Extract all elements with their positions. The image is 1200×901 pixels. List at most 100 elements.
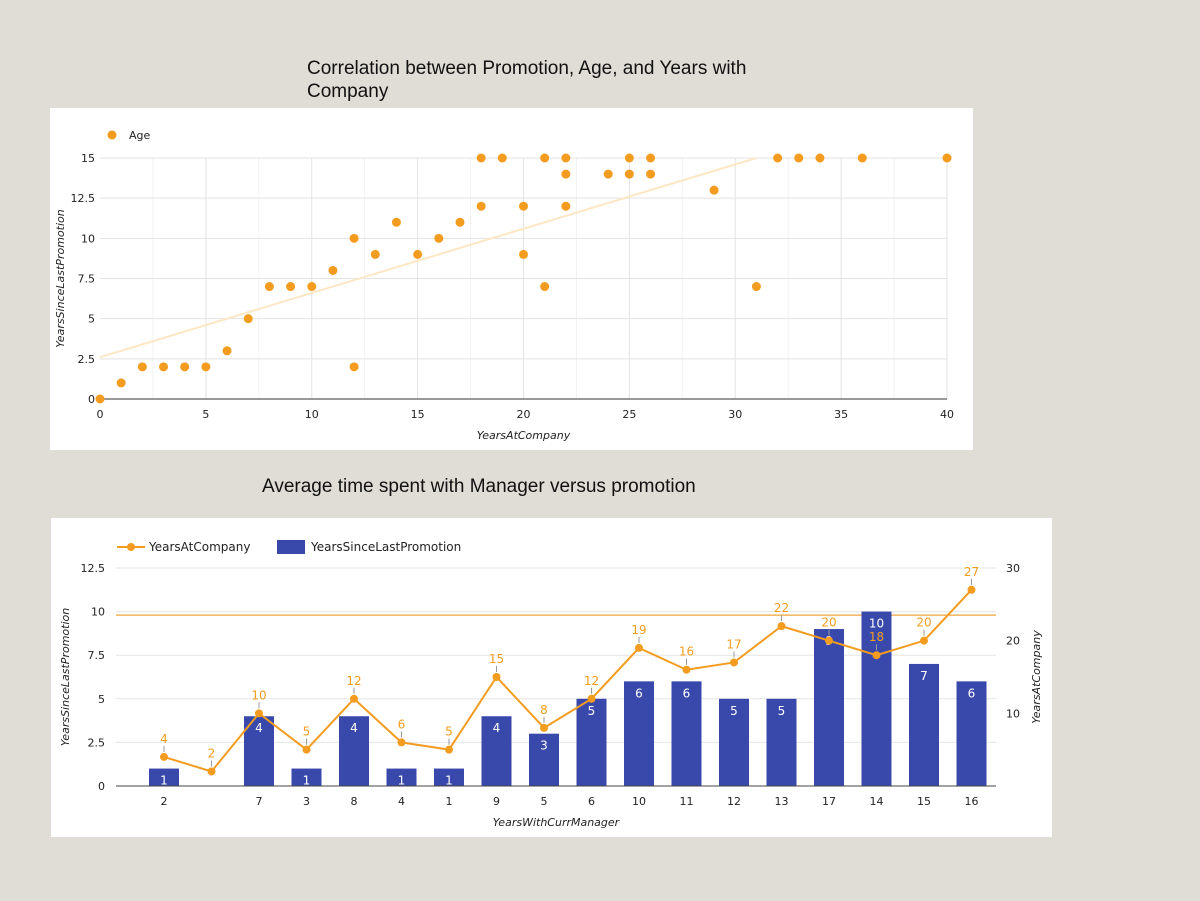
y2-tick-label: 20 xyxy=(1006,635,1020,648)
x-tick-label: 6 xyxy=(588,795,595,808)
x-tick-label: 4 xyxy=(398,795,405,808)
bar xyxy=(529,733,559,786)
x-tick-label: 1 xyxy=(446,795,453,808)
bar xyxy=(909,663,939,786)
x-tick-label: 13 xyxy=(775,795,789,808)
y2-tick-label: 10 xyxy=(1006,707,1020,720)
scatter-point xyxy=(942,153,952,163)
x-tick-label: 17 xyxy=(822,795,836,808)
line-point xyxy=(967,585,976,594)
x-tick-label: 12 xyxy=(727,795,741,808)
bar xyxy=(719,698,749,786)
bar-data-label: 1 xyxy=(160,774,168,788)
x-tick-label: 16 xyxy=(965,795,979,808)
legend-label-age: Age xyxy=(129,129,151,142)
line-data-label: 5 xyxy=(445,725,453,739)
line-point xyxy=(445,745,453,754)
y-axis-title: YearsSinceLastPromotion xyxy=(59,608,72,746)
x-tick-label: 25 xyxy=(622,408,636,421)
scatter-point xyxy=(646,169,656,179)
x-tick-label: 40 xyxy=(940,408,954,421)
trendline xyxy=(99,157,757,359)
scatter-point xyxy=(95,394,105,404)
bar-data-label: 10 xyxy=(869,617,884,631)
scatter-chart-panel: 0 5 10 15 20 25 30 35 40 0 2.5 5 7.5 10 12.5 15 Age Years… xyxy=(50,108,973,450)
line-data-label: 19 xyxy=(631,623,646,637)
bar xyxy=(244,716,274,786)
line-point xyxy=(255,709,263,718)
y2-tick-label: 30 xyxy=(1006,562,1020,575)
bar-data-label: 1 xyxy=(398,774,406,788)
scatter-point xyxy=(794,153,804,163)
line-data-label: 22 xyxy=(774,601,789,615)
bar xyxy=(576,698,607,786)
line-point xyxy=(540,723,548,732)
line-data-label: 20 xyxy=(916,616,931,630)
scatter-point xyxy=(561,169,571,179)
scatter-point xyxy=(519,201,528,211)
x-tick-label: 30 xyxy=(728,408,742,421)
x-tick-label: 14 xyxy=(870,795,884,808)
y-tick-label: 0 xyxy=(88,393,95,406)
scatter-point xyxy=(434,233,444,243)
y-tick-label: 10 xyxy=(81,232,95,245)
bar xyxy=(624,681,654,786)
x-axis-title: YearsAtCompany xyxy=(477,429,571,442)
x-tick-label: 10 xyxy=(632,795,646,808)
line-data-label: 18 xyxy=(869,630,884,644)
line-data-label: 12 xyxy=(346,674,361,688)
y-tick-label: 5 xyxy=(98,693,105,706)
x-tick-label: 20 xyxy=(517,408,531,421)
x-tick-label: 9 xyxy=(493,795,500,808)
x-tick-label: 5 xyxy=(202,408,209,421)
bar xyxy=(671,681,702,786)
line-point xyxy=(682,665,691,674)
bar xyxy=(434,768,464,786)
bar xyxy=(291,768,322,786)
line-data-label: 4 xyxy=(160,732,168,746)
scatter-chart-title: Correlation between Promotion, Age, and … xyxy=(307,58,747,102)
line-data-label: 20 xyxy=(821,616,836,630)
line-data-label: 27 xyxy=(964,565,979,579)
legend-marker-age xyxy=(107,130,117,140)
scatter-point xyxy=(201,362,211,372)
x-tick-label: 0 xyxy=(97,408,104,421)
scatter-point xyxy=(455,217,465,227)
bar-data-label: 1 xyxy=(445,774,453,788)
line-data-label: 5 xyxy=(303,725,311,739)
bar xyxy=(339,716,369,786)
scatter-point xyxy=(709,185,719,195)
x-tick-label: 11 xyxy=(680,795,694,808)
x-tick-label: 10 xyxy=(305,408,319,421)
scatter-point xyxy=(646,153,656,163)
line-point xyxy=(160,752,168,761)
bar-data-label: 4 xyxy=(350,721,358,735)
bar xyxy=(956,681,987,786)
scatter-point xyxy=(540,153,550,163)
scatter-point xyxy=(561,201,571,211)
legend-label-years-since-promotion: YearsSinceLastPromotion xyxy=(310,540,461,554)
line-data-label: 15 xyxy=(489,652,504,666)
scatter-point xyxy=(137,362,147,372)
line-point xyxy=(825,636,833,645)
scatter-point xyxy=(751,282,761,292)
line-point xyxy=(350,694,358,703)
scatter-point xyxy=(286,282,296,292)
y-tick-label: 7.5 xyxy=(88,649,106,662)
y-tick-label: 15 xyxy=(81,152,95,165)
line-point xyxy=(635,643,643,652)
scatter-point xyxy=(624,169,634,179)
bar xyxy=(766,698,797,786)
y2-axis-title: YearsAtCompany xyxy=(1030,630,1043,724)
scatter-point xyxy=(476,153,486,163)
scatter-point xyxy=(413,249,423,259)
scatter-point xyxy=(540,282,550,292)
scatter-point xyxy=(391,217,401,227)
line-point xyxy=(587,694,596,703)
x-tick-label: 35 xyxy=(834,408,848,421)
x-tick-label: 2 xyxy=(161,795,168,808)
y-axis-title: YearsSinceLastPromotion xyxy=(54,209,67,347)
y-tick-label: 2.5 xyxy=(88,736,106,749)
combo-chart: 02.557.51012.510203014141143566559107642… xyxy=(59,540,1043,829)
bar-data-label: 4 xyxy=(255,721,263,735)
